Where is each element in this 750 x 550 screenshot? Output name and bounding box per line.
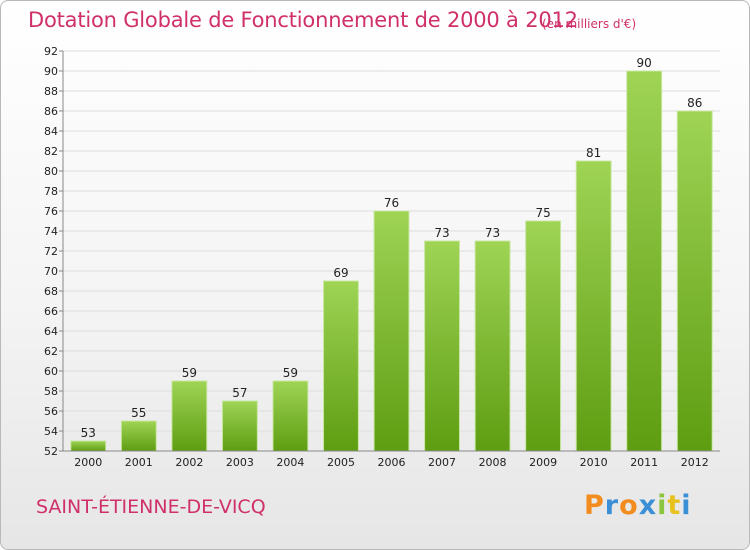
y-tick-label: 72 bbox=[44, 245, 58, 258]
x-tick-label-2010: 2010 bbox=[580, 456, 608, 469]
value-label-2008: 73 bbox=[485, 226, 500, 240]
y-tick-label: 62 bbox=[44, 345, 58, 358]
logo-letter: i bbox=[657, 490, 668, 521]
y-tick-label: 76 bbox=[44, 205, 58, 218]
x-tick-label-2001: 2001 bbox=[125, 456, 153, 469]
y-tick-label: 58 bbox=[44, 385, 58, 398]
axes bbox=[59, 50, 720, 452]
x-tick-label-2009: 2009 bbox=[529, 456, 557, 469]
bar-2000 bbox=[70, 440, 107, 452]
y-tick-label: 90 bbox=[44, 65, 58, 78]
y-tick-label: 54 bbox=[44, 425, 58, 438]
x-tick-label-2008: 2008 bbox=[479, 456, 507, 469]
y-tick-label: 70 bbox=[44, 265, 58, 278]
bar-2003 bbox=[221, 400, 258, 452]
logo-letter: t bbox=[667, 490, 682, 521]
bar-2005 bbox=[323, 280, 359, 452]
bars bbox=[70, 70, 713, 452]
value-label-2003: 57 bbox=[232, 386, 247, 400]
bar-2009 bbox=[525, 220, 562, 452]
bar-2004 bbox=[272, 380, 309, 452]
logo-letter: r bbox=[604, 490, 620, 521]
commune-name: SAINT-ÉTIENNE-DE-VICQ bbox=[36, 496, 266, 518]
logo-letter: o bbox=[619, 490, 639, 521]
y-tick-label: 84 bbox=[44, 125, 58, 138]
chart-subtitle: (en milliers d'€) bbox=[542, 17, 637, 31]
logo-letter: i bbox=[681, 490, 692, 521]
logo-letter: x bbox=[638, 490, 658, 521]
value-label-2012: 86 bbox=[687, 96, 702, 110]
x-tick-label-2000: 2000 bbox=[74, 456, 102, 469]
y-tick-label: 80 bbox=[44, 165, 58, 178]
value-label-2001: 55 bbox=[131, 406, 146, 420]
y-tick-label: 66 bbox=[44, 305, 58, 318]
x-tick-label-2012: 2012 bbox=[681, 456, 709, 469]
bar-2012 bbox=[676, 110, 713, 452]
bar-2011 bbox=[626, 70, 663, 452]
y-tick-label: 52 bbox=[44, 445, 58, 458]
value-label-2000: 53 bbox=[81, 426, 96, 440]
proxiti-logo: Proxiti bbox=[584, 490, 692, 521]
value-label-2011: 90 bbox=[637, 56, 652, 70]
y-tick-label: 68 bbox=[44, 285, 58, 298]
y-tick-label: 82 bbox=[44, 145, 58, 158]
y-tick-label: 86 bbox=[44, 105, 58, 118]
value-label-2005: 69 bbox=[333, 266, 348, 280]
y-tick-label: 60 bbox=[44, 365, 58, 378]
value-label-2004: 59 bbox=[283, 366, 298, 380]
y-tick-label: 78 bbox=[44, 185, 58, 198]
value-label-2009: 75 bbox=[535, 206, 550, 220]
value-label-2002: 59 bbox=[182, 366, 197, 380]
y-tick-label: 64 bbox=[44, 325, 58, 338]
value-label-2010: 81 bbox=[586, 146, 601, 160]
chart-title: Dotation Globale de Fonctionnement de 20… bbox=[28, 8, 578, 32]
x-tick-label-2007: 2007 bbox=[428, 456, 456, 469]
x-tick-label-2006: 2006 bbox=[378, 456, 406, 469]
labels: 52 54 56 58 60 62 64 66 68 70 72 74 76 78 80 82 84 86 88 90… bbox=[44, 45, 709, 469]
value-label-2006: 76 bbox=[384, 196, 399, 210]
x-tick-label-2004: 2004 bbox=[276, 456, 304, 469]
bar-2007 bbox=[424, 240, 460, 452]
x-tick-label-2002: 2002 bbox=[175, 456, 203, 469]
bar-2006 bbox=[373, 210, 410, 452]
logo-letter: P bbox=[584, 490, 605, 521]
x-tick-label-2005: 2005 bbox=[327, 456, 355, 469]
x-tick-label-2011: 2011 bbox=[630, 456, 658, 469]
bar-2008 bbox=[474, 240, 511, 452]
value-label-2007: 73 bbox=[434, 226, 449, 240]
y-tick-label: 92 bbox=[44, 45, 58, 58]
bar-2010 bbox=[575, 160, 612, 452]
y-tick-label: 56 bbox=[44, 405, 58, 418]
bar-2002 bbox=[171, 380, 208, 452]
y-tick-label: 88 bbox=[44, 85, 58, 98]
y-tick-label: 74 bbox=[44, 225, 58, 238]
bar-2001 bbox=[120, 420, 157, 452]
x-tick-label-2003: 2003 bbox=[226, 456, 254, 469]
